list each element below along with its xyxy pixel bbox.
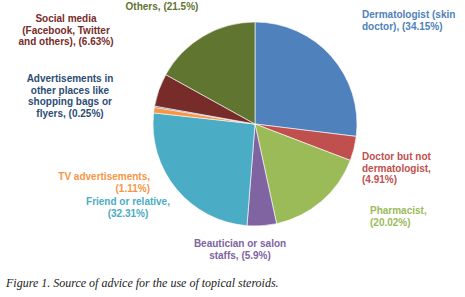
label-part: other places like [31,85,110,96]
slice-label: Beautician or salonstaffs, (5.9%) [194,238,286,261]
label-part: Pharmacist, [370,205,427,216]
label-part: (20.02%) [370,217,411,228]
label-part: doctor), [362,21,402,32]
caption: Figure 1. Source of advice for the use o… [5,276,279,290]
label-part: Others, [126,1,164,12]
label-part: Friend or relative, [86,196,170,207]
label-part: (1.11%) [116,183,150,194]
label-part: (4.91%) [362,174,397,185]
label-part: Beautician or salon [194,238,286,249]
pie-slice [255,22,357,136]
label-part: dermatologist, [362,163,431,174]
labels: Dermatologist (skindoctor), (34.15%) Doct… [18,1,455,261]
slice-label: Dermatologist (skindoctor), (34.15%) [362,9,455,32]
pie-slice [153,113,255,226]
label-part: (Facebook, Twitter [22,25,110,36]
label-part: (5.9%) [241,250,270,261]
label-part: Doctor but not [362,151,432,162]
label-part: staffs, [209,250,241,261]
slice-label: Advertisements inother places likeshoppi… [27,73,114,119]
label-part: (6.63%) [79,36,114,47]
slice-label: Friend or relative,(32.31%) [86,196,170,219]
label-part: and others), [18,36,78,47]
slice-label: Social media(Facebook, Twitterand others… [18,13,113,47]
label-part: (0.25%) [69,108,104,119]
label-part: Advertisements in [27,73,114,84]
slice-label: TV advertisements,(1.11%) [58,171,150,194]
label-part: (21.5%) [163,1,198,12]
label-part: shopping bags or [28,96,112,107]
slice-label: Others, (21.5%) [126,1,199,12]
label-part: (34.15%) [402,21,443,32]
slices [153,22,357,226]
label-part: Social media [35,13,97,24]
slice-label: Doctor but notdermatologist,(4.91%) [362,151,432,185]
label-part: (32.31%) [108,208,149,219]
pie-slice [166,22,255,124]
label-part: Dermatologist (skin [362,9,455,20]
chart: Dermatologist (skindoctor), (34.15%) Doct… [0,0,465,297]
slice-label: Pharmacist,(20.02%) [370,205,427,228]
label-part: TV advertisements, [58,171,150,182]
label-part: flyers, [36,108,68,119]
